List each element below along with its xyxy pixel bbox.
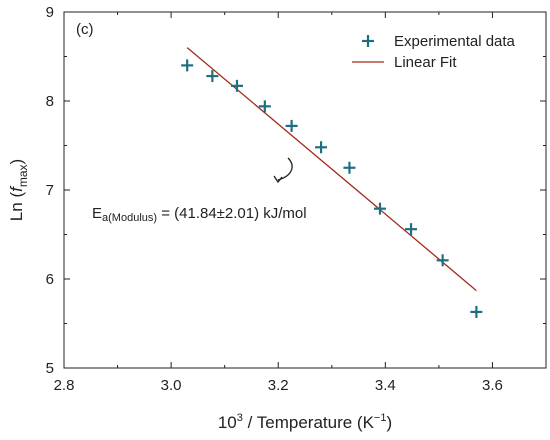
data-point <box>181 59 194 72</box>
data-point <box>230 79 243 92</box>
activation-energy-annotation: Ea(Modulus) = (41.84±2.01) kJ/mol <box>92 205 307 224</box>
x-tick-label: 3.0 <box>161 377 182 394</box>
data-point <box>343 161 356 174</box>
legend-marker-experimental <box>362 35 374 47</box>
x-axis-label: 103 / Temperature (K−1) <box>218 412 392 432</box>
y-axis-label: Ln (fmax) <box>7 159 30 221</box>
fit-line-layer <box>186 47 477 292</box>
legend: Experimental data Linear Fit <box>352 33 516 71</box>
data-point <box>373 202 386 215</box>
tick-labels: 2.8 3.0 3.2 3.4 3.6 5 6 7 8 9 <box>46 4 503 394</box>
x-tick-label: 2.8 <box>54 377 75 394</box>
data-point <box>258 100 271 113</box>
data-point <box>206 70 219 83</box>
data-point <box>285 119 298 132</box>
y-tick-label: 6 <box>46 271 54 288</box>
linear-fit-line <box>186 47 477 292</box>
x-tick-label: 3.4 <box>375 377 396 394</box>
annotation-arrow <box>277 157 293 181</box>
data-points-layer <box>181 59 483 318</box>
y-tick-label: 9 <box>46 4 54 21</box>
axis-ticks <box>63 11 546 369</box>
legend-plus-marker <box>362 35 374 47</box>
annotation-arrowhead <box>273 175 283 184</box>
y-tick-label: 5 <box>46 360 54 377</box>
legend-label-experimental: Experimental data <box>394 33 516 50</box>
data-point <box>436 254 449 267</box>
plot-frame <box>63 11 547 369</box>
y-tick-label: 7 <box>46 182 54 199</box>
y-tick-label: 8 <box>46 93 54 110</box>
data-point <box>470 305 483 318</box>
data-point <box>405 223 418 236</box>
legend-label-linear-fit: Linear Fit <box>394 54 457 71</box>
x-tick-label: 3.6 <box>482 377 503 394</box>
panel-label: (c) <box>76 21 94 38</box>
data-point <box>315 141 328 154</box>
x-tick-label: 3.2 <box>268 377 289 394</box>
